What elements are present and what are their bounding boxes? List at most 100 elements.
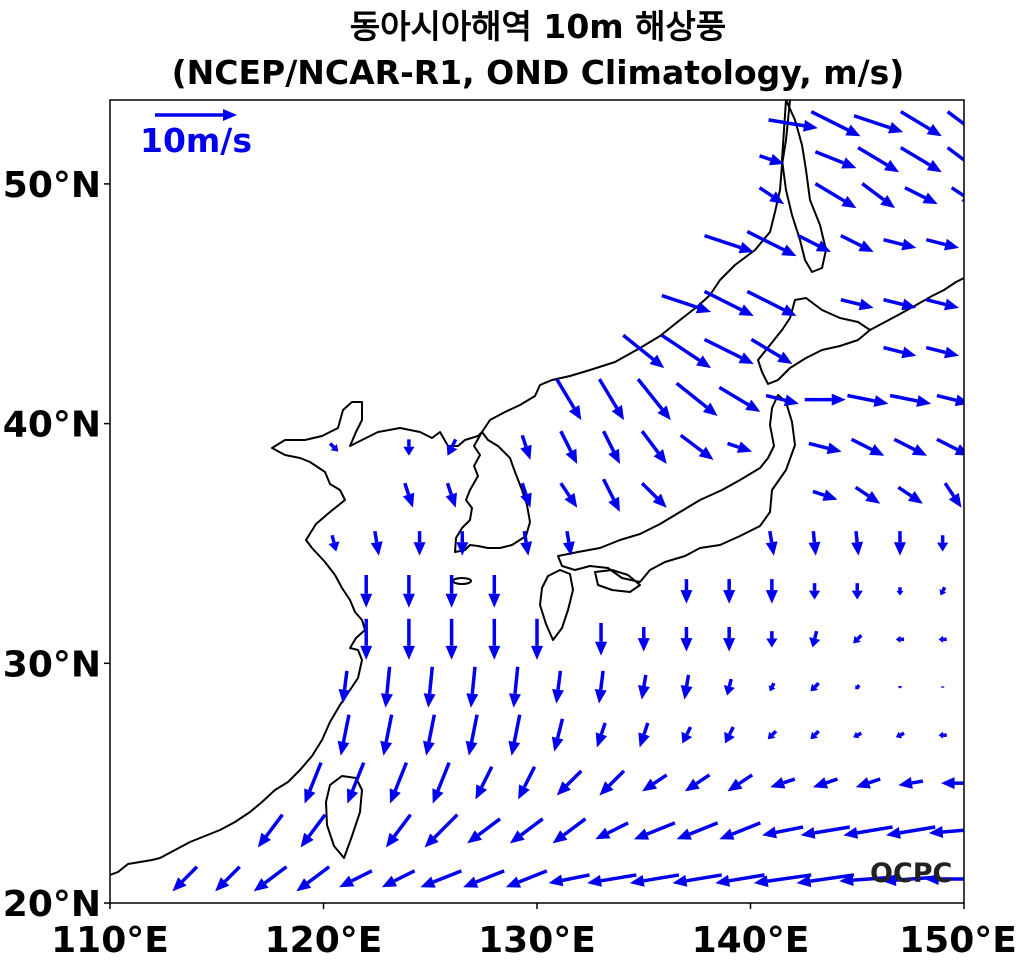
wind-vector-head: [680, 685, 693, 700]
wind-vector-head: [257, 832, 272, 848]
wind-vector-shaft: [768, 118, 805, 128]
wind-vector-head: [456, 542, 469, 556]
wind-vector-head: [966, 123, 981, 136]
wind-vector: [300, 813, 327, 848]
wind-vector-head: [702, 402, 718, 417]
wind-vector: [936, 437, 964, 456]
wind-vector-shaft: [853, 114, 891, 130]
wind-vector-shaft: [393, 869, 416, 883]
wind-vector: [853, 114, 904, 134]
wind-vector-shaft: [643, 873, 680, 883]
wind-vector: [380, 714, 394, 756]
wind-vector-shaft: [556, 670, 563, 690]
wind-vector-shaft: [813, 729, 820, 737]
wind-vector-head: [966, 159, 981, 172]
wind-vector: [636, 378, 671, 421]
wind-vector-head: [895, 635, 901, 643]
wind-vector: [456, 531, 469, 556]
wind-vector: [800, 825, 851, 839]
wind-vector: [746, 229, 797, 257]
x-tick-label: 120°E: [265, 920, 383, 961]
wind-vector-shaft: [925, 345, 946, 355]
wind-vector-shaft: [684, 674, 691, 687]
wind-vector-shaft: [636, 378, 664, 411]
wind-vector-shaft: [856, 825, 893, 835]
wind-vector: [810, 681, 820, 692]
wind-vector-head: [765, 590, 778, 604]
wind-vector-head: [548, 874, 564, 887]
wind-vector: [895, 635, 905, 643]
wind-vector: [488, 618, 501, 660]
wind-vector-head: [608, 448, 620, 464]
wind-vector: [723, 678, 735, 696]
wind-vector-head: [724, 731, 735, 744]
wind-vector-head: [937, 542, 949, 552]
wind-vector: [758, 153, 785, 166]
wind-vector: [810, 110, 861, 137]
wind-vector: [924, 873, 964, 886]
wind-vector-shaft: [782, 777, 796, 785]
wind-vector: [938, 635, 947, 643]
y-tick-label: 20°N: [3, 884, 101, 925]
wind-vector-shaft: [341, 714, 351, 743]
wind-vector-head: [467, 830, 483, 844]
wind-vector-shaft: [813, 630, 819, 639]
wind-vector: [767, 729, 778, 740]
wind-vector: [812, 777, 839, 789]
wind-vector-head: [781, 244, 797, 257]
wind-vector-shaft: [883, 238, 904, 247]
y-tick-label: 50°N: [3, 165, 101, 206]
wind-vector-head: [562, 541, 575, 556]
wind-vector: [328, 534, 340, 552]
wind-vector-head: [552, 689, 564, 704]
wind-vector-shaft: [813, 681, 820, 689]
wind-vector-head: [738, 352, 754, 364]
wind-vector-shaft: [518, 869, 548, 884]
wind-vector-shaft: [727, 726, 735, 736]
wind-vector: [762, 825, 804, 839]
wind-vector: [338, 670, 351, 704]
wind-vector: [562, 530, 575, 556]
wind-vector: [925, 345, 960, 359]
wind-vector-shaft: [520, 482, 528, 496]
wind-vector-head: [897, 687, 903, 689]
wind-vector-head: [172, 877, 187, 892]
wind-vector-shaft: [854, 485, 870, 498]
wind-vector-shaft: [307, 813, 327, 838]
wind-vector-shaft: [470, 666, 477, 695]
wind-vector: [746, 289, 797, 317]
wind-vector-head: [360, 593, 373, 608]
wind-vector: [676, 821, 719, 840]
wind-vector-shaft: [565, 530, 571, 543]
wind-vector: [750, 337, 793, 364]
wind-vector-head: [565, 448, 578, 464]
wind-vector: [552, 670, 564, 704]
wind-vector: [936, 393, 964, 407]
wind-vector-head: [680, 590, 693, 604]
wind-vector: [360, 618, 373, 660]
wind-vector-shaft: [868, 777, 881, 785]
wind-vector: [796, 873, 855, 888]
wind-vector: [445, 574, 458, 608]
wind-vector-head: [767, 731, 776, 740]
wind-vector-head: [445, 492, 457, 508]
wind-vector-head: [815, 240, 831, 253]
wind-vector-head: [783, 394, 799, 407]
wind-vector-head: [826, 442, 842, 455]
wind-vector-head: [672, 874, 688, 887]
coastline-kyushu: [539, 569, 574, 641]
wind-vector-head: [381, 875, 398, 888]
wind-vector-head: [300, 832, 314, 848]
wind-vector: [463, 869, 505, 888]
wind-vector-head: [380, 740, 393, 756]
wind-vector: [896, 587, 904, 596]
wind-vector-shaft: [559, 482, 571, 498]
wind-vector: [928, 825, 964, 838]
wind-vector-head: [638, 732, 650, 748]
wind-vector-shaft: [856, 683, 861, 689]
wind-vector-shaft: [427, 666, 435, 695]
wind-vector-shaft: [559, 430, 573, 453]
wind-vector-shaft: [810, 110, 849, 132]
wind-vector: [595, 622, 608, 656]
wind-vector: [679, 433, 714, 460]
